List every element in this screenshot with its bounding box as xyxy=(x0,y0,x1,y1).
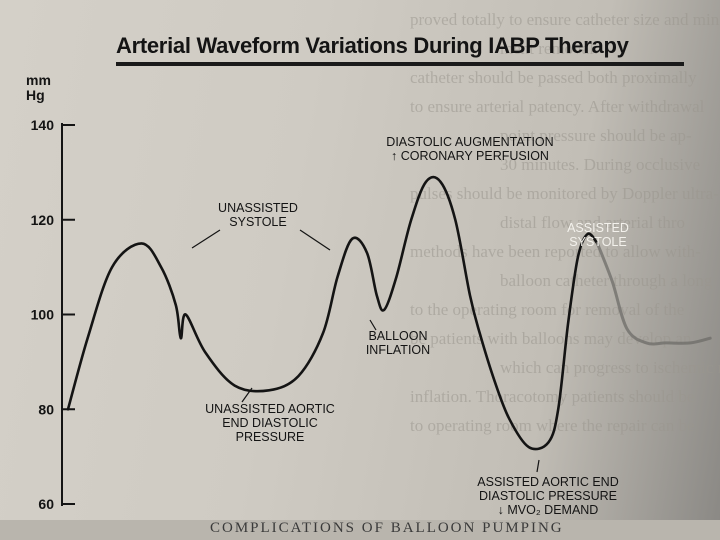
annotation-label: SYSTOLE xyxy=(229,215,286,229)
annotation-label: DIASTOLIC PRESSURE xyxy=(479,489,617,503)
show-through-line: 30 minutes. During occlusive xyxy=(500,155,701,174)
annotation-label: UNASSISTED AORTIC xyxy=(205,402,335,416)
annotation-leader-line xyxy=(536,459,540,473)
show-through-line: point pressure should be ap- xyxy=(500,126,692,145)
annotation-label: ASSISTED xyxy=(567,221,629,235)
y-unit-hg: Hg xyxy=(26,87,45,103)
show-through-line: proved totally to ensure catheter size a… xyxy=(410,10,720,29)
annotation-label: ↑ CORONARY PERFUSION xyxy=(391,149,549,163)
annotation-label: END DIASTOLIC xyxy=(222,416,318,430)
show-through-line: to ensure arterial patency. After withdr… xyxy=(410,97,705,116)
y-tick-label: 80 xyxy=(38,401,54,417)
title-rule xyxy=(116,62,684,66)
y-unit-mm: mm xyxy=(26,72,51,88)
show-through-line: inflation. Thoracotomy patients should b… xyxy=(410,387,695,406)
annotation-label: PRESSURE xyxy=(236,430,305,444)
show-through-line: methods have been reported to allow with… xyxy=(410,242,701,261)
annotation-label: ↓ MVO₂ DEMAND xyxy=(498,503,599,517)
y-tick-label: 120 xyxy=(31,212,55,228)
bottom-heading: COMPLICATIONS OF BALLOON PUMPING xyxy=(0,520,720,540)
y-tick-label: 100 xyxy=(31,307,55,323)
show-through-line: to operating room where the repair can b… xyxy=(410,416,695,435)
annotation-label: SYSTOLE xyxy=(569,235,626,249)
show-through-line: pulses should be monitored by Doppler ul… xyxy=(410,184,719,203)
annotation-label: UNASSISTED xyxy=(218,201,298,215)
show-through-line: ment removal. xyxy=(500,39,599,58)
show-through-line: balloon catheter through a long xyxy=(500,271,713,290)
annotation-leader-line xyxy=(241,387,253,403)
arterial-waveform-line xyxy=(66,175,599,451)
show-through-line: catheter should be passed both proximall… xyxy=(410,68,697,87)
annotation-leader-line xyxy=(299,229,331,251)
show-through-line: which can progress to ischemic minimal xyxy=(500,358,720,377)
annotation-leader-line xyxy=(191,229,221,249)
annotation-label: BALLOON xyxy=(368,329,427,343)
annotation-label: DIASTOLIC AUGMENTATION xyxy=(386,135,553,149)
assisted-waveform-faint-line xyxy=(595,241,712,346)
annotation-label: INFLATION xyxy=(366,343,430,357)
annotation-label: ASSISTED AORTIC END xyxy=(477,475,618,489)
annotation-leader-line xyxy=(369,319,377,331)
y-tick-label: 140 xyxy=(31,117,55,133)
y-tick-label: 60 xyxy=(38,496,54,512)
show-through-line: to the operating room for removal of the xyxy=(410,300,685,319)
chart-title: Arterial Waveform Variations During IABP… xyxy=(116,33,629,58)
show-through-line: distal flow and arterial thro xyxy=(500,213,686,232)
